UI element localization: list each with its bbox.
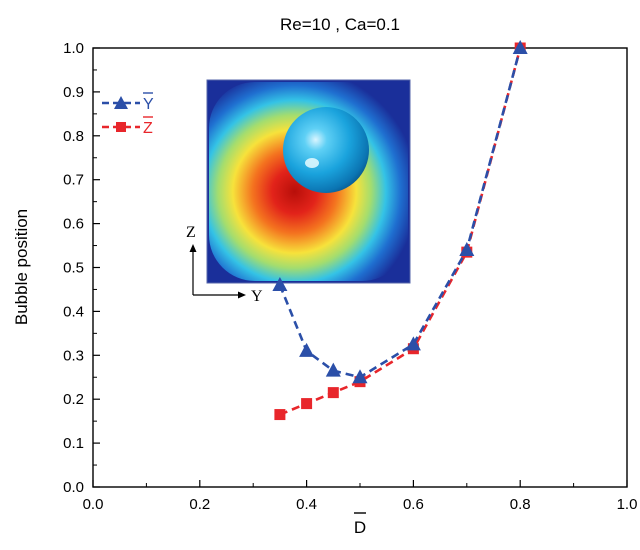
- x-tick-label: 0.8: [510, 496, 531, 513]
- y-tick-label: 0.5: [63, 260, 84, 277]
- y-tick-label: 0.2: [63, 391, 84, 408]
- x-tick-label: 0.0: [83, 496, 104, 513]
- data-point-z: [327, 387, 339, 399]
- data-point-y: [405, 336, 421, 351]
- legend-marker-y: [114, 96, 128, 109]
- bubble-sphere: [283, 107, 369, 193]
- x-tick-label: 0.6: [403, 496, 424, 513]
- inset-y-arrowhead: [238, 291, 246, 299]
- x-tick-label: 0.2: [189, 496, 210, 513]
- legend-marker-z: [116, 122, 126, 132]
- x-tick-label: 0.4: [296, 496, 317, 513]
- y-tick-label: 0.0: [63, 479, 84, 496]
- inset-y-label: Y: [251, 288, 263, 305]
- x-tick-label: 1.0: [617, 496, 638, 513]
- data-point-z: [301, 398, 313, 410]
- series-layer: [272, 40, 528, 421]
- data-point-y: [459, 241, 475, 256]
- legend-label-z: Z: [143, 120, 153, 137]
- inset-z-arrowhead: [189, 244, 197, 252]
- axis-ticks: [92, 47, 628, 488]
- inset-border: [206, 79, 411, 284]
- axis-tick-labels: 0.0 0.2 0.4 0.6 0.8 1.0 0.0 0.1 0.2 0.3 0.4 0.5 0.6 0…: [63, 40, 637, 513]
- data-point-y: [352, 369, 368, 384]
- y-tick-label: 0.3: [63, 347, 84, 364]
- legend-item-z: Z: [102, 116, 153, 137]
- y-tick-label: 0.8: [63, 128, 84, 145]
- legend-label-y: Y: [143, 96, 154, 113]
- legend-item-y: Y: [102, 92, 154, 113]
- x-axis-label-group: D: [354, 512, 366, 537]
- data-point-y: [325, 362, 341, 377]
- y-tick-label: 0.9: [63, 84, 84, 101]
- legend: Y Z: [102, 92, 154, 137]
- data-point-y: [299, 342, 315, 357]
- y-tick-label: 0.1: [63, 435, 84, 452]
- x-axis-label: D: [354, 518, 366, 537]
- inset-z-label: Z: [186, 224, 196, 241]
- y-tick-label: 0.7: [63, 172, 84, 189]
- data-point-z: [274, 409, 286, 421]
- series-y: [272, 40, 528, 384]
- data-point-y: [272, 277, 288, 292]
- y-tick-label: 1.0: [63, 40, 84, 57]
- bubble-highlight: [305, 158, 319, 168]
- y-tick-label: 0.4: [63, 303, 84, 320]
- y-axis-label: Bubble position: [12, 209, 31, 325]
- chart-title: Re=10 , Ca=0.1: [280, 15, 400, 34]
- inset-velocity-contour: Z Y: [186, 79, 411, 305]
- data-point-y: [512, 40, 528, 54]
- y-tick-label: 0.6: [63, 216, 84, 233]
